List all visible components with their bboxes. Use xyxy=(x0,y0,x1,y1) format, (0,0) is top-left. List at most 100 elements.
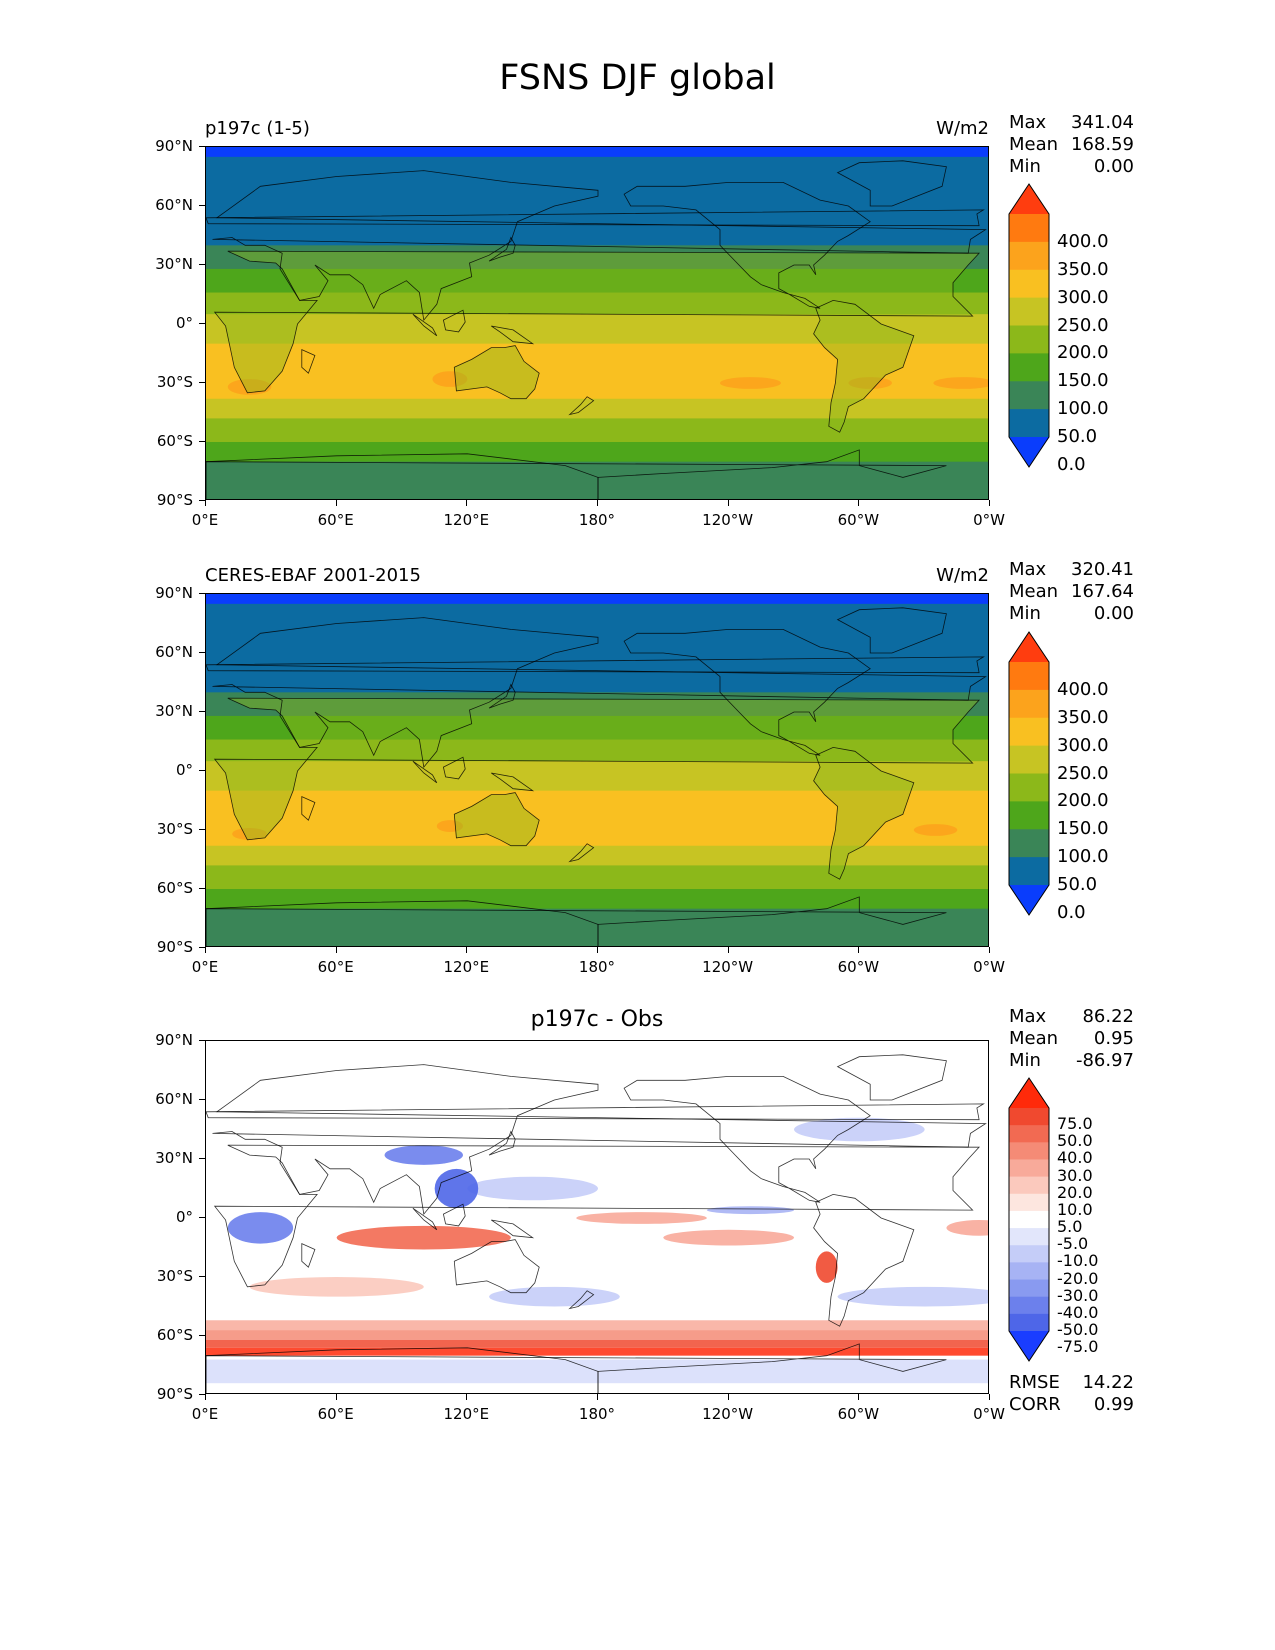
lon-tick-mark xyxy=(335,1394,337,1400)
field-band xyxy=(206,292,988,315)
lat-tick-label: 0° xyxy=(175,1208,193,1226)
lon-tick-label: 180° xyxy=(578,958,616,976)
colorbar-swatch xyxy=(1009,353,1049,382)
field-band xyxy=(206,692,988,717)
colorbar-swatch xyxy=(1009,1142,1049,1160)
colorbar-extend-min xyxy=(1009,1331,1049,1361)
stat-value: 0.95 xyxy=(1093,1028,1134,1049)
lat-tick-label: 30°S xyxy=(156,373,193,391)
coastline-madagascar xyxy=(301,795,316,821)
stats-block: Max 341.04 Mean 168.59 Min 0.00 xyxy=(1009,112,1134,178)
coastline-n_america xyxy=(623,1076,871,1203)
field-patch xyxy=(913,824,958,836)
coastline-s_america xyxy=(813,299,915,433)
field-band xyxy=(206,603,988,693)
coastline-antarctica xyxy=(206,453,599,499)
lon-tick-label: 0°W xyxy=(973,958,1005,976)
field-land xyxy=(214,251,980,393)
stat-mean: Mean 0.95 xyxy=(1009,1028,1134,1050)
lat-tick-mark xyxy=(199,947,205,948)
stat-max: Max 86.22 xyxy=(1009,1006,1134,1028)
diff-panel-title: p197c - Obs xyxy=(530,1007,664,1032)
lat-tick-mark xyxy=(199,1158,205,1159)
colorbar-tick-label: 400.0 xyxy=(1057,230,1109,252)
colorbar-extend-max xyxy=(1009,1078,1049,1108)
lon-tick-mark xyxy=(335,947,337,953)
field-patch xyxy=(384,1145,463,1165)
colorbar-swatch xyxy=(1009,857,1049,886)
colorbar-swatch xyxy=(1009,1210,1049,1229)
lat-tick-mark xyxy=(199,1276,205,1277)
stat-label: Mean xyxy=(1009,581,1059,602)
colorbar-swatch xyxy=(1009,689,1049,719)
colorbar-swatch xyxy=(1009,381,1049,410)
stat-label: Mean xyxy=(1009,1028,1059,1049)
stat-value: -86.97 xyxy=(1075,1050,1134,1071)
colorbar-tick-label: 75.0 xyxy=(1057,1114,1093,1134)
lon-tick-mark xyxy=(727,1394,729,1400)
coastline-new_guinea xyxy=(491,325,535,345)
lat-tick-label: 60°S xyxy=(156,879,193,897)
colorbar-swatch xyxy=(1009,1279,1049,1298)
lon-tick-label: 0°E xyxy=(191,511,219,529)
field-land xyxy=(454,792,540,846)
colorbar-swatch xyxy=(1009,745,1049,774)
lon-tick-label: 0°E xyxy=(191,1405,219,1423)
lon-tick-label: 180° xyxy=(578,1405,616,1423)
lon-tick-label: 60°W xyxy=(837,1405,880,1423)
field-land xyxy=(813,747,914,880)
stat-label: Min xyxy=(1009,156,1041,177)
colorbar-tick-label: 400.0 xyxy=(1057,678,1109,700)
colorbar-swatch xyxy=(1009,801,1049,830)
coastline-europe_asia xyxy=(212,617,987,769)
stat-mean: Mean 168.59 xyxy=(1009,134,1134,156)
lon-tick-mark xyxy=(597,947,598,953)
colorbar-swatch xyxy=(1009,325,1049,354)
colorbar-tick-label: -10.0 xyxy=(1057,1251,1099,1271)
coastline-antarctica_w xyxy=(206,896,947,946)
lat-tick-mark xyxy=(199,1217,205,1218)
lon-tick-mark xyxy=(989,500,990,506)
field-band xyxy=(206,761,988,792)
lat-tick-mark xyxy=(199,500,205,501)
colorbar-tick-label: -50.0 xyxy=(1057,1320,1099,1339)
lat-tick-label: 60°N xyxy=(155,1090,193,1108)
lat-tick-label: 90°N xyxy=(155,137,193,155)
colorbar-extend-max xyxy=(1009,184,1049,214)
lon-tick-mark xyxy=(597,500,598,506)
lon-tick-mark xyxy=(989,947,990,953)
lon-tick-label: 0°E xyxy=(191,958,219,976)
field-band xyxy=(206,314,988,345)
colorbar-tick-label: 100.0 xyxy=(1057,398,1109,420)
field-band xyxy=(206,715,988,741)
field-band xyxy=(206,245,988,270)
coastline-sumatra xyxy=(412,1207,438,1231)
colorbar-swatch xyxy=(1009,1228,1049,1246)
colorbar-tick-label: 50.0 xyxy=(1057,1131,1093,1151)
coastline-greenland xyxy=(836,607,947,654)
field-land xyxy=(813,300,914,433)
lon-tick-mark xyxy=(466,1394,468,1400)
stat-label: Min xyxy=(1009,1050,1041,1071)
lon-tick-mark xyxy=(466,947,468,953)
coastline-africa xyxy=(213,250,981,394)
lat-tick-label: 0° xyxy=(175,761,193,779)
stats-block: Max 320.41 Mean 167.64 Min 0.00 xyxy=(1009,559,1134,625)
lon-tick-label: 120°W xyxy=(702,511,754,529)
field-patch xyxy=(434,1168,479,1209)
lon-tick-mark xyxy=(466,500,468,506)
coastline-sumatra xyxy=(412,760,438,784)
colorbar-swatch xyxy=(1009,1245,1049,1263)
stat-min: Min -86.97 xyxy=(1009,1050,1134,1072)
colorbar-outline xyxy=(1008,1077,1050,1362)
stats-block: Max 86.22 Mean 0.95 Min -86.97 xyxy=(1009,1006,1134,1072)
coastline-europe_asia xyxy=(212,1064,987,1216)
map-field xyxy=(206,594,988,946)
field-patch xyxy=(815,1251,838,1283)
field-band xyxy=(206,739,988,762)
colorbar-swatch xyxy=(1009,773,1049,802)
stat-value: 0.00 xyxy=(1093,156,1134,177)
lon-tick-label: 60°E xyxy=(317,511,354,529)
error-stats-block: RMSE 14.22 CORR 0.99 xyxy=(1009,1372,1134,1416)
colorbar-outline xyxy=(1008,631,1050,916)
